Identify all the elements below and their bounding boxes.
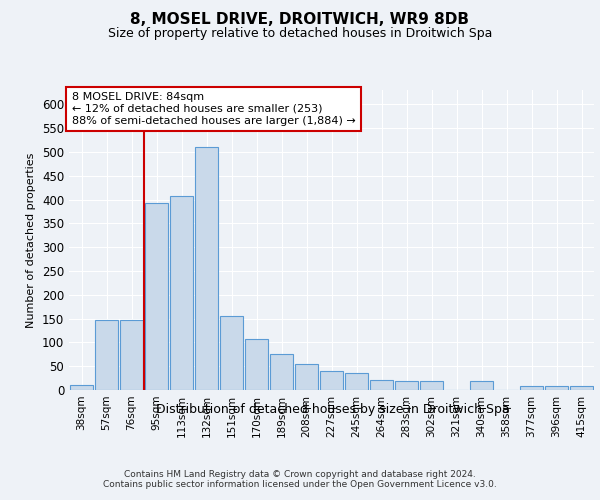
Y-axis label: Number of detached properties: Number of detached properties	[26, 152, 37, 328]
Bar	[520, 386, 544, 390]
Text: 8, MOSEL DRIVE, DROITWICH, WR9 8DB: 8, MOSEL DRIVE, DROITWICH, WR9 8DB	[131, 12, 470, 28]
Bar	[470, 382, 493, 390]
Bar	[569, 386, 593, 390]
Text: 8 MOSEL DRIVE: 84sqm
← 12% of detached houses are smaller (253)
88% of semi-deta: 8 MOSEL DRIVE: 84sqm ← 12% of detached h…	[71, 92, 355, 126]
Bar	[245, 338, 268, 390]
Bar	[194, 147, 218, 390]
Bar	[295, 364, 319, 390]
Bar	[320, 371, 343, 390]
Bar	[170, 196, 193, 390]
Bar	[269, 354, 293, 390]
Bar	[370, 380, 394, 390]
Bar	[419, 382, 443, 390]
Bar	[220, 316, 244, 390]
Text: Distribution of detached houses by size in Droitwich Spa: Distribution of detached houses by size …	[156, 402, 510, 415]
Text: Contains HM Land Registry data © Crown copyright and database right 2024.
Contai: Contains HM Land Registry data © Crown c…	[103, 470, 497, 490]
Bar	[119, 320, 143, 390]
Bar	[344, 374, 368, 390]
Text: Size of property relative to detached houses in Droitwich Spa: Size of property relative to detached ho…	[108, 28, 492, 40]
Bar	[95, 320, 118, 390]
Bar	[395, 382, 418, 390]
Bar	[145, 203, 169, 390]
Bar	[70, 385, 94, 390]
Bar	[545, 386, 568, 390]
